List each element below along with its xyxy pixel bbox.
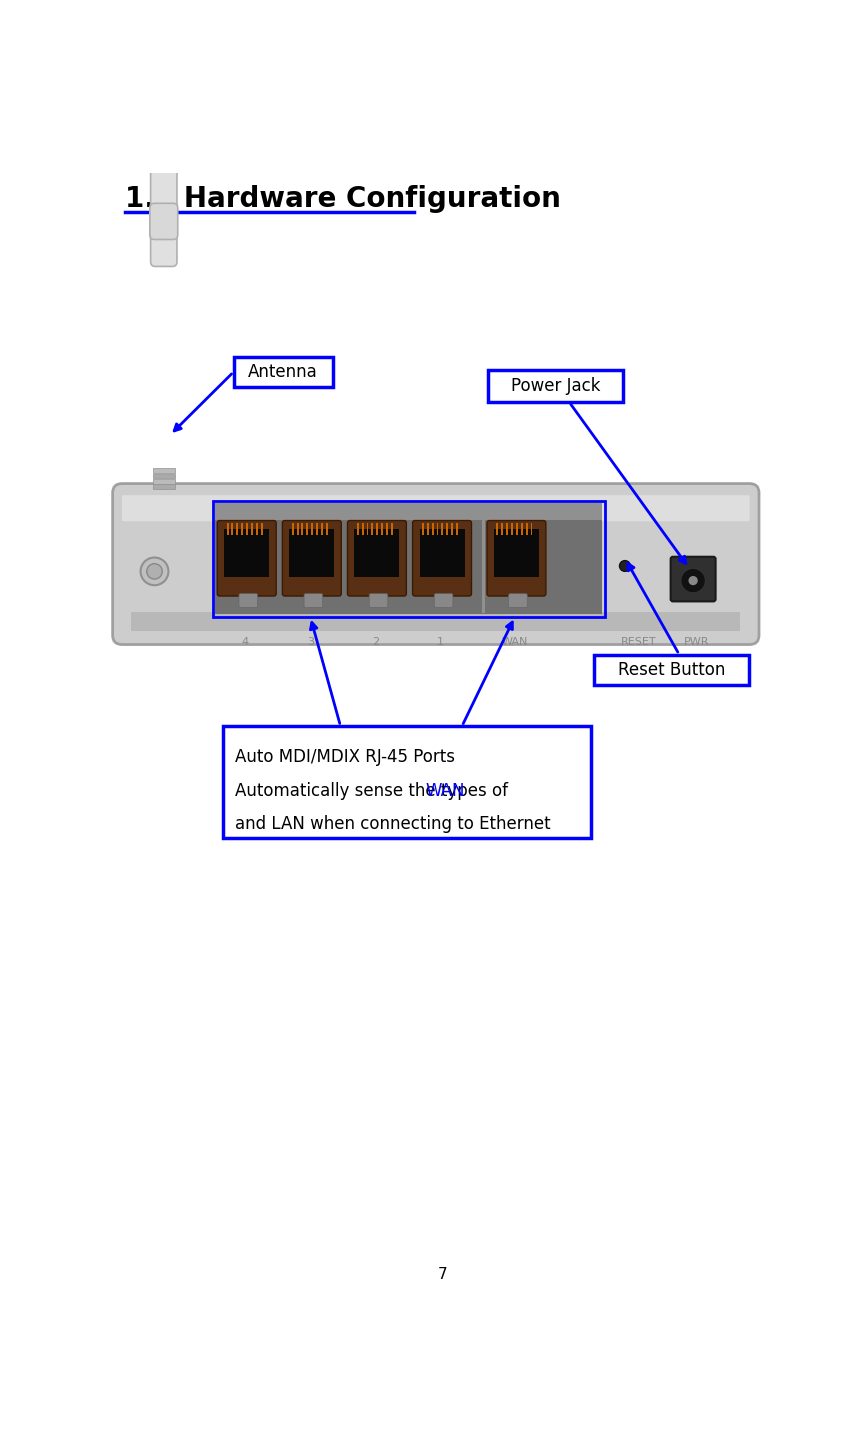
Bar [506,523,508,536]
Text: 7: 7 [438,1266,448,1282]
Bar [377,523,378,536]
Bar [225,529,270,576]
FancyBboxPatch shape [509,593,527,608]
FancyBboxPatch shape [594,654,749,686]
FancyBboxPatch shape [369,593,388,608]
Bar [501,523,503,536]
FancyBboxPatch shape [670,557,715,601]
Bar [321,523,323,536]
Bar [372,523,373,536]
FancyBboxPatch shape [233,357,333,387]
Text: Power Jack: Power Jack [511,377,600,394]
Bar [381,523,383,536]
Circle shape [619,560,631,572]
FancyBboxPatch shape [112,484,759,644]
Text: 2: 2 [372,637,379,647]
Bar [530,523,532,536]
Bar [289,529,334,576]
Text: Automatically sense the types of: Automatically sense the types of [235,781,513,800]
Bar [226,523,228,536]
Bar [521,523,523,536]
Text: 3: 3 [307,637,314,647]
Text: Reset Button: Reset Button [618,661,725,679]
FancyBboxPatch shape [150,49,177,267]
Bar [153,474,175,478]
Text: WAN: WAN [425,781,465,800]
Bar [422,523,424,536]
Bar [442,523,443,536]
FancyBboxPatch shape [217,520,276,596]
Bar [420,529,465,576]
Bar [516,523,518,536]
Text: and LAN when connecting to Ethernet: and LAN when connecting to Ethernet [235,816,550,833]
Bar [525,523,528,536]
Bar [153,479,175,484]
Text: 1: 1 [437,637,444,647]
Circle shape [681,569,706,593]
Bar [432,523,434,536]
Bar [362,523,364,536]
Bar [456,523,458,536]
FancyBboxPatch shape [304,593,322,608]
FancyBboxPatch shape [347,520,406,596]
Bar [436,523,439,536]
Bar [481,504,485,612]
Circle shape [141,557,168,585]
Text: WAN: WAN [502,637,528,647]
Bar [494,529,539,576]
Bar [232,523,233,536]
Bar [427,523,429,536]
Bar [256,523,257,536]
Bar [215,503,602,615]
Bar [391,523,393,536]
Bar [357,523,359,536]
Bar [237,523,238,536]
Circle shape [147,563,162,579]
Text: 1.3 Hardware Configuration: 1.3 Hardware Configuration [125,185,561,212]
Text: 4: 4 [242,637,249,647]
Circle shape [689,576,698,585]
Bar [153,468,175,472]
FancyBboxPatch shape [149,204,178,240]
FancyBboxPatch shape [488,370,623,401]
Bar [316,523,318,536]
Bar [366,523,369,536]
Bar [311,523,313,536]
Bar [261,523,263,536]
Bar [326,523,327,536]
Bar [447,523,448,536]
Text: RESET: RESET [621,637,657,647]
Bar [386,523,388,536]
Bar [307,523,308,536]
Bar [251,523,253,536]
Bar [296,523,298,536]
Bar [241,523,243,536]
Bar [215,503,602,520]
Text: PWR: PWR [684,637,709,647]
Bar [131,612,740,631]
FancyBboxPatch shape [122,495,750,521]
Text: Auto MDI/MDIX RJ-45 Ports: Auto MDI/MDIX RJ-45 Ports [235,748,455,765]
Bar [496,523,499,536]
FancyBboxPatch shape [435,593,453,608]
Bar [153,484,175,490]
FancyBboxPatch shape [413,520,472,596]
Bar [451,523,454,536]
Bar [246,523,248,536]
FancyBboxPatch shape [487,520,546,596]
FancyBboxPatch shape [223,726,591,838]
Bar [511,523,513,536]
Bar [292,523,294,536]
Bar [354,529,399,576]
FancyBboxPatch shape [239,593,257,608]
FancyBboxPatch shape [283,520,341,596]
Text: Antenna: Antenna [248,362,318,381]
Bar [302,523,303,536]
